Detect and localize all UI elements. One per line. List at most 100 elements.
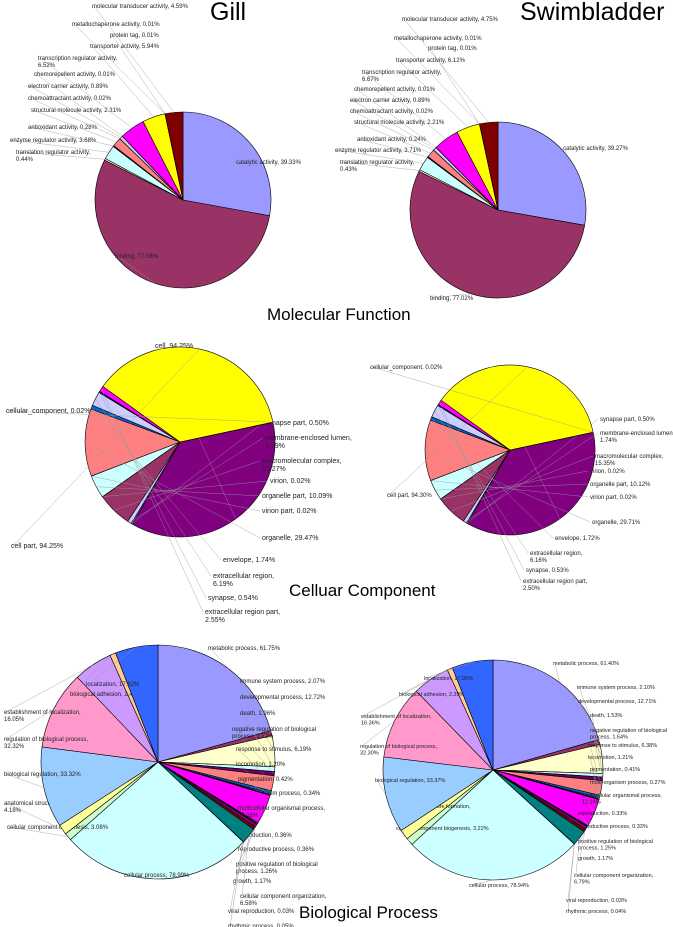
pie-slice-label: structural molecule activity, 2.31% bbox=[31, 108, 122, 114]
pie-slice-label: growth, 1.17% bbox=[233, 879, 272, 885]
pie-leader-line bbox=[591, 714, 604, 776]
pie-slice-label: growth, 1.17% bbox=[578, 856, 613, 862]
pie-slice-label: viral reproduction, 0.03% bbox=[566, 898, 627, 904]
pie-leader-line bbox=[237, 143, 251, 163]
pie-leader-line bbox=[241, 696, 275, 752]
pie-leader-line bbox=[376, 779, 387, 796]
pie-chart-1: catalytic activity, 39.33% binding, 77.08… bbox=[10, 4, 302, 289]
pie-slice-label: extracellular region part, 2.50% bbox=[523, 579, 588, 592]
pie-leader-line bbox=[589, 744, 602, 789]
pie-leader-line bbox=[237, 748, 274, 784]
pie-leader-line bbox=[95, 398, 212, 577]
pie-slice-label: transcription regulator activity, 6.52% bbox=[38, 56, 118, 69]
pie-leader-line bbox=[241, 712, 275, 770]
pie-slice-label: organelle part, 10.09% bbox=[262, 493, 332, 500]
pie-slice bbox=[382, 756, 494, 831]
pie-slice-label: negative regulation of biological process… bbox=[232, 727, 316, 740]
pie-leader-line bbox=[470, 879, 494, 886]
pie-slice-label: localization, 17.95% bbox=[424, 676, 473, 682]
pie-slice-label: cellular component organization, 6.58% bbox=[240, 894, 327, 907]
pie-leader-line bbox=[388, 366, 528, 496]
pie-leader-line bbox=[362, 679, 431, 717]
pie-leader-line bbox=[73, 23, 166, 114]
pie-slice-label: pigmentation, 0.41% bbox=[590, 767, 640, 773]
pie-slice-label: virion, 0.02% bbox=[270, 478, 310, 485]
pie-leader-line bbox=[39, 57, 133, 129]
pie-slice-label: catalytic activity, 39.33% bbox=[236, 160, 302, 166]
pie-slice-label: localization, 17.62% bbox=[86, 682, 140, 688]
pie-slice-label: molecular transducer activity, 4.59% bbox=[92, 4, 189, 10]
pie-slice-label: positive regulation of biological process… bbox=[236, 862, 318, 875]
pie-leader-line bbox=[554, 662, 560, 683]
pie-leader-line bbox=[434, 410, 529, 554]
pie-slice-label: cellular component organization, 6.79% bbox=[574, 873, 654, 885]
pie-slice bbox=[157, 644, 272, 763]
pie-leader-line bbox=[91, 45, 155, 118]
pie-slice-label: positive regulation of biological process… bbox=[578, 839, 653, 851]
swimbladder-column-title: Swimbladder bbox=[520, 0, 665, 26]
pie-slice-label: macromolecular complex, 15.27% bbox=[262, 458, 342, 473]
pie-leader-line bbox=[579, 830, 586, 859]
pie-leader-line bbox=[431, 293, 471, 299]
pie-slice-label: virion, 0.02% bbox=[590, 469, 625, 475]
pie-leader-line bbox=[5, 664, 93, 713]
pie-leader-line bbox=[351, 110, 434, 151]
pie-slice-label: translation regulator activity, 0.43% bbox=[340, 160, 415, 173]
pie-slice-label: establishment of localization, 16.36% bbox=[361, 714, 432, 726]
pie-slice-label: negative regulation of biological process… bbox=[590, 728, 667, 740]
pie-slice-label: protein tag, 0.01% bbox=[428, 46, 477, 52]
pie-slice-label: chemorepellent activity, 0.01% bbox=[354, 87, 436, 93]
pie-slice-label: metallochaperone activity, 0.01% bbox=[72, 22, 160, 28]
pie-slice bbox=[409, 170, 586, 299]
pie-slice-label: extracellular region, 6.19% bbox=[213, 573, 274, 588]
pie-slice-label: chemoattractant activity, 0.02% bbox=[350, 109, 434, 115]
pie-slice-label: multicellular organismal process, 12.24% bbox=[582, 793, 662, 805]
pie-leader-line bbox=[397, 59, 469, 128]
pie-slice-label: biological adhesion, 2.47% bbox=[70, 692, 142, 698]
pie-leader-line bbox=[234, 828, 255, 882]
pie-slice-label: translation regulator activity, 0.44% bbox=[16, 150, 91, 163]
pie-slice-label: binding, 77.08% bbox=[115, 254, 159, 260]
pie-slice-label: developmental process, 12.71% bbox=[578, 699, 656, 705]
pie-leader-line bbox=[229, 841, 244, 912]
pie-leader-line bbox=[35, 73, 123, 137]
pie-slice-label: cellular component biogenesis, 3.22% bbox=[396, 826, 489, 832]
pie-slice-label: death, 1.96% bbox=[240, 711, 276, 717]
pie-leader-line bbox=[5, 802, 63, 830]
pie-leader-line bbox=[355, 121, 431, 154]
pie-chart-5: metabolic process, 61.75% immune system p… bbox=[4, 644, 327, 927]
pie-slice-label: cell, 94.25% bbox=[155, 343, 193, 350]
pie-leader-line bbox=[7, 410, 273, 423]
pie-slice-label: viral reproduction, 0.03% bbox=[228, 909, 295, 915]
pie-slice-label: establishment of localization, 16.05% bbox=[4, 710, 81, 723]
pie-chart-3: cell, 94.25% synapse part, 0.50% membrane-… bbox=[6, 343, 352, 624]
gill-column-title: Gill bbox=[210, 0, 247, 26]
pie-leader-line bbox=[101, 388, 204, 613]
pie-leader-line bbox=[111, 34, 166, 114]
pie-slice-label: organelle part, 10.12% bbox=[590, 482, 651, 488]
pie-slice-label: synapse part, 0.50% bbox=[265, 420, 329, 427]
pie-slice-label: chemoattractant activity, 0.02% bbox=[28, 96, 112, 102]
pie-slice bbox=[479, 121, 499, 211]
pie-leader-line bbox=[358, 138, 428, 158]
pie-leader-line bbox=[5, 773, 44, 788]
pie-leader-line bbox=[430, 418, 554, 539]
pie-leader-line bbox=[241, 680, 272, 734]
pie-leader-line bbox=[71, 653, 113, 695]
pie-leader-line bbox=[29, 97, 120, 139]
pie-leader-line bbox=[437, 404, 525, 571]
pie-leader-line bbox=[430, 480, 589, 498]
pie-slice-label: molecular transducer activity, 4.75% bbox=[402, 17, 499, 23]
pie-leader-line bbox=[355, 88, 437, 148]
pie-slice-label: enzyme regulator activity, 3.68% bbox=[10, 138, 97, 144]
pie-leader-line bbox=[8, 826, 69, 837]
pie-slice-label: macromolecular complex, 15.35% bbox=[595, 454, 664, 467]
pie-leader-line bbox=[336, 149, 424, 164]
pie-slice-label: cellular component biogenesis, 3.08% bbox=[7, 825, 109, 831]
pie-slice-label: synapse part, 0.50% bbox=[600, 417, 655, 423]
pie-slice-label: synapse, 0.53% bbox=[526, 568, 569, 574]
pie-leader-line bbox=[239, 778, 271, 795]
pie-leader-line bbox=[91, 406, 222, 561]
pie-chart-6: metabolic process, 61.40% immune system p… bbox=[360, 659, 667, 915]
pie-leader-line bbox=[229, 841, 244, 927]
